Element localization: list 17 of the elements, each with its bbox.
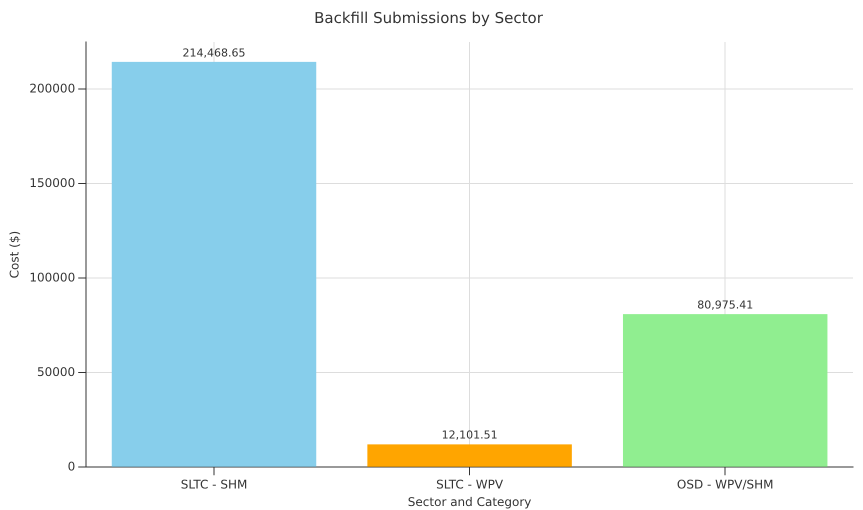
y-tick-label: 100000	[29, 270, 76, 284]
x-tick-label: SLTC - WPV	[436, 478, 504, 492]
y-tick-label: 50000	[37, 364, 76, 379]
y-axis-title: Cost ($)	[7, 230, 22, 278]
data-label: 214,468.65	[182, 46, 246, 60]
x-tick-label: OSD - WPV/SHM	[676, 478, 774, 492]
y-tick-label: 150000	[29, 176, 76, 190]
data-label: 80,975.41	[697, 298, 754, 312]
y-tick-label: 0	[68, 459, 76, 474]
x-axis-title: Sector and Category	[408, 494, 532, 509]
data-label: 12,101.51	[442, 428, 498, 442]
bar	[622, 314, 828, 467]
chart-title: Backfill Submissions by Sector	[314, 8, 544, 27]
bar	[367, 444, 572, 467]
x-tick-label: SLTC - SHM	[180, 478, 248, 492]
bar	[112, 62, 316, 467]
y-tick-label: 200000	[29, 81, 76, 96]
